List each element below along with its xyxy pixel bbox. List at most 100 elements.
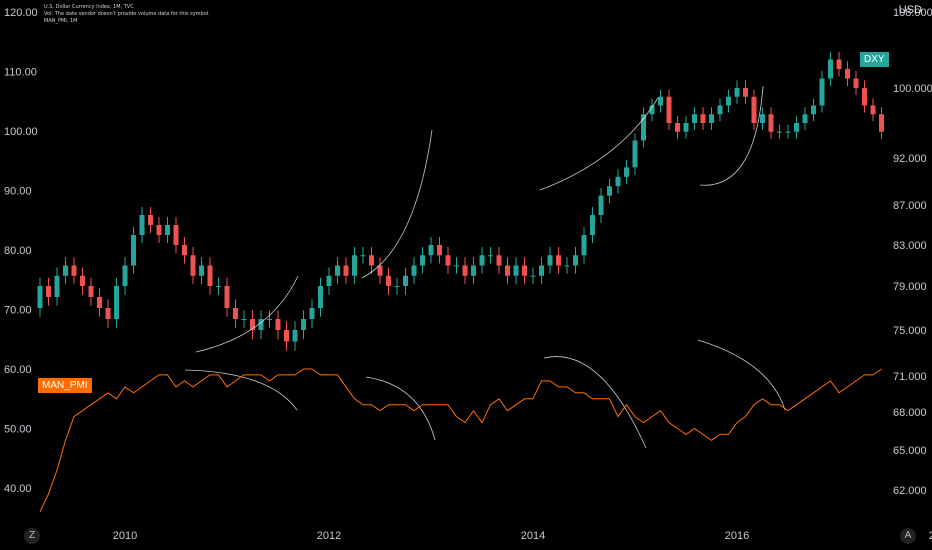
candle-body — [165, 225, 170, 235]
left-axis-tick: 90.00 — [4, 186, 32, 198]
candle-body — [726, 96, 731, 106]
right-axis-tick: 83.000 — [893, 240, 927, 252]
candle-body — [275, 319, 281, 330]
candle-body — [71, 265, 77, 276]
candle-body — [182, 245, 187, 256]
candle-body — [360, 255, 366, 257]
trend-arc — [699, 85, 764, 186]
candle-body — [760, 114, 765, 123]
left-axis-tick: 80.00 — [4, 245, 32, 257]
candle-body — [777, 131, 782, 133]
candle-body — [326, 275, 332, 286]
left-axis-tick: 50.00 — [4, 424, 32, 436]
candle-body — [207, 265, 213, 286]
right-price-axis[interactable]: 108.000 100.000 92.000 87.000 83.000 79.000 75… — [893, 7, 932, 497]
candle-body — [80, 275, 85, 286]
candle-body — [199, 265, 204, 276]
candle-body — [675, 123, 680, 132]
candle-body — [556, 255, 561, 266]
candle-body — [156, 225, 162, 235]
candle-body — [352, 255, 357, 276]
trend-arc — [543, 356, 647, 449]
candle-body — [105, 308, 111, 319]
candle-body — [709, 114, 714, 123]
candle-body — [403, 275, 408, 286]
candle-body — [658, 96, 663, 106]
candle-body — [148, 215, 153, 225]
candle-body — [811, 105, 816, 115]
candle-body — [224, 286, 230, 308]
trend-arcs — [184, 85, 786, 449]
candle-body — [802, 114, 808, 123]
candle-body — [632, 140, 638, 168]
candle-body — [853, 78, 859, 88]
candle-body — [267, 319, 272, 320]
candle-body — [683, 123, 689, 132]
trend-arc — [539, 97, 659, 191]
pmi-line — [39, 368, 882, 513]
candle-body — [641, 114, 646, 141]
candle-body — [879, 114, 884, 132]
right-axis-tick: 79.000 — [893, 281, 927, 293]
right-axis-tick: 108.000 — [893, 7, 932, 19]
candle-body — [284, 330, 289, 342]
candle-body — [615, 176, 621, 187]
left-price-axis[interactable]: 120.00 110.00 100.00 90.00 80.00 70.00 60.00 50… — [4, 7, 38, 495]
candle-body — [794, 123, 799, 132]
candle-body — [46, 286, 51, 297]
candle-body — [445, 255, 451, 266]
candle-body — [241, 319, 247, 320]
time-axis[interactable]: 20102012201420162018202020222024 — [113, 530, 932, 542]
candle-body — [377, 265, 383, 276]
time-axis-tick: 2014 — [521, 530, 545, 542]
candle-body — [496, 255, 502, 266]
candle-body — [488, 255, 493, 257]
candle-body — [131, 235, 136, 266]
trend-arc — [361, 129, 433, 279]
dxy-candles — [37, 51, 884, 351]
right-axis-tick: 100.000 — [893, 83, 932, 95]
candle-body — [862, 88, 867, 106]
candle-body — [54, 275, 60, 297]
candle-body — [114, 286, 119, 319]
right-axis-tick: 65.000 — [893, 445, 927, 457]
candle-body — [581, 235, 587, 256]
candle-body — [666, 96, 672, 123]
candle-body — [369, 255, 374, 266]
time-axis-tick: 2016 — [725, 530, 749, 542]
candle-body — [513, 265, 519, 276]
candle-body — [607, 186, 612, 196]
candle-body — [63, 265, 68, 276]
candle-body — [522, 265, 527, 276]
candle-body — [471, 265, 476, 276]
right-axis-tick: 68.000 — [893, 407, 927, 419]
left-axis-tick: 110.00 — [4, 67, 37, 79]
candle-body — [828, 59, 833, 79]
candle-body — [564, 265, 570, 267]
left-axis-tick: 100.00 — [4, 126, 38, 138]
candle-body — [216, 286, 221, 287]
candle-body — [505, 265, 510, 276]
candle-body — [335, 265, 340, 276]
candle-body — [700, 114, 706, 123]
left-axis-tick: 60.00 — [4, 364, 32, 376]
candle-body — [386, 275, 391, 286]
trend-arc — [697, 339, 786, 411]
candle-body — [318, 286, 323, 308]
candle-body — [751, 96, 757, 123]
candle-body — [734, 88, 740, 97]
timezone-button[interactable]: Z — [24, 528, 40, 544]
candle-body — [37, 286, 43, 308]
candle-body — [649, 105, 655, 115]
candle-body — [743, 88, 748, 97]
auto-scale-button[interactable]: A — [900, 528, 916, 544]
right-axis-tick: 75.000 — [893, 325, 927, 337]
candle-body — [624, 167, 629, 177]
candle-body — [437, 245, 442, 256]
candle-body — [573, 255, 578, 266]
time-axis-tick: 2012 — [317, 530, 341, 542]
candle-body — [870, 105, 876, 115]
candle-body — [411, 265, 417, 276]
candle-body — [836, 59, 842, 69]
